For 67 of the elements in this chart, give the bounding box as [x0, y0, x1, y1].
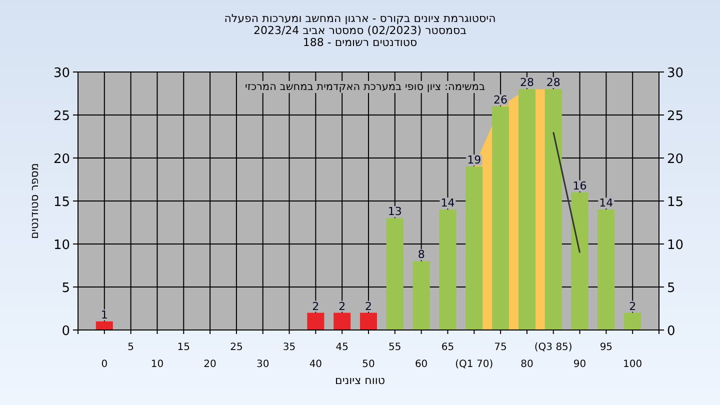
y2-tick-label: 15 — [667, 195, 684, 210]
data-label: 2 — [629, 300, 636, 313]
x-tick-label: 65 — [441, 342, 454, 353]
data-label: 8 — [418, 248, 425, 262]
y2-tick-label: 0 — [667, 324, 676, 339]
bar — [571, 192, 588, 330]
data-label: 28 — [546, 76, 560, 90]
data-label: 19 — [467, 154, 482, 167]
x-tick-label: 10 — [150, 359, 164, 370]
bar — [624, 312, 642, 330]
data-label: 16 — [572, 179, 587, 192]
x-tick-label: 5 — [128, 342, 134, 353]
y-tick-label: 5 — [62, 281, 70, 296]
bar — [386, 218, 404, 330]
x-tick-label: 100 — [623, 359, 642, 370]
x-tick-label: 40 — [309, 359, 322, 370]
data-label: 28 — [520, 76, 534, 90]
y-axis-title: מספר סטודנטים — [28, 163, 41, 239]
x-tick-label: 0 — [101, 359, 108, 370]
data-label: 2 — [338, 300, 346, 313]
data-label: 2 — [312, 300, 320, 313]
chart-subtitle: בסמסטר (02/2023) סמסטר אביב 2023/24 סטודנטים רשומים - 188 — [253, 24, 467, 49]
bar — [518, 89, 536, 330]
x-tick-label: 60 — [414, 359, 428, 370]
x-tick-label: 25 — [230, 342, 243, 353]
data-label: 2 — [365, 300, 372, 313]
bar — [466, 166, 483, 330]
y-tick-label: 30 — [53, 66, 70, 81]
y2-tick-label: 5 — [667, 281, 676, 296]
x-tick-label: 90 — [573, 359, 586, 370]
bar — [544, 89, 562, 330]
bar — [307, 312, 324, 330]
x-tick-label: 75 — [494, 342, 507, 353]
bar — [96, 321, 113, 330]
y-tick-label: 25 — [53, 109, 70, 124]
x-tick-label: 50 — [362, 359, 375, 370]
y-tick-label: 20 — [53, 152, 70, 167]
bar — [598, 210, 615, 330]
data-label: 14 — [440, 196, 455, 210]
y2-tick-label: 10 — [667, 238, 684, 253]
x-tick-label: (Q3 85) — [534, 342, 572, 353]
y2-tick-label: 30 — [667, 66, 684, 81]
data-label: 26 — [494, 93, 508, 106]
data-label: 14 — [599, 196, 614, 210]
bar — [334, 312, 351, 330]
x-tick-label: 20 — [204, 359, 216, 370]
x-axis-title: טווח ציונים — [335, 374, 385, 387]
x-tick-label: 55 — [388, 342, 402, 353]
bar — [412, 261, 430, 330]
chart-title: היסטוגרמת ציונים בקורס - ארגון המחשב ומערכות הפעלה — [224, 12, 496, 25]
x-tick-label: 80 — [520, 359, 534, 370]
y2-tick-label: 25 — [667, 109, 684, 124]
x-tick-label: 15 — [177, 342, 190, 353]
x-tick-label: 95 — [600, 342, 613, 353]
x-tick-label: 35 — [282, 342, 296, 353]
y2-tick-label: 20 — [667, 152, 684, 167]
bar — [439, 210, 456, 330]
x-tick-label: (Q1 70) — [455, 359, 494, 370]
y-tick-label: 15 — [53, 195, 70, 210]
annotation: במשימה: ציון סופי במערכת האקדמית במחשב המרכזי — [244, 81, 486, 93]
x-tick-label: 45 — [336, 342, 348, 353]
y-tick-label: 10 — [53, 238, 70, 253]
x-tick-label: 30 — [256, 359, 270, 370]
y-tick-label: 0 — [62, 324, 70, 339]
bar — [360, 312, 377, 330]
data-label: 1 — [100, 308, 108, 322]
data-label: 13 — [388, 205, 402, 218]
